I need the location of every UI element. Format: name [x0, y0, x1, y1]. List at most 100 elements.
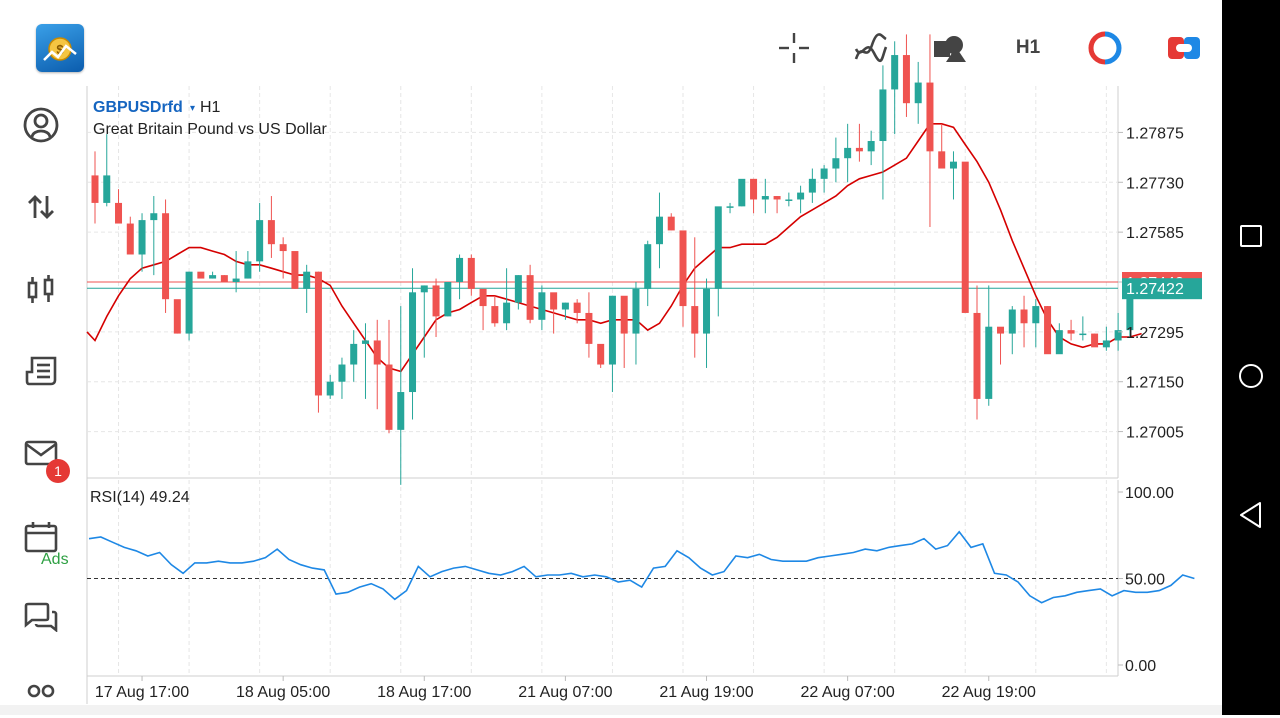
candle	[197, 271, 205, 279]
candle-body	[808, 178, 816, 193]
candle	[550, 292, 558, 334]
calendar-icon[interactable]	[20, 516, 62, 558]
candle-body	[1126, 285, 1134, 331]
candle	[1067, 319, 1075, 341]
candle	[173, 299, 181, 334]
candle-body	[926, 82, 934, 152]
candle-body	[879, 89, 887, 142]
candle-body	[997, 326, 1005, 334]
candle-body	[832, 158, 840, 169]
candle-body	[867, 141, 875, 152]
trade-arrows-icon[interactable]	[20, 186, 62, 228]
candle	[785, 192, 793, 207]
candle-body	[326, 381, 334, 396]
bottom-strip	[0, 705, 1222, 715]
trade-icon[interactable]	[1166, 30, 1202, 66]
candle	[138, 213, 146, 272]
symbol-name[interactable]: GBPUSDrfd	[93, 99, 183, 116]
candle	[879, 65, 887, 200]
chart-area[interactable]: 1.27875 1.27730 1.27585 1.27295 1.27150 1.270…	[0, 0, 1222, 705]
candle	[1055, 323, 1063, 355]
home-button[interactable]	[1231, 356, 1271, 396]
candle	[597, 343, 605, 368]
candle-body	[1044, 306, 1052, 355]
quotes-icon[interactable]	[20, 104, 62, 146]
candle-body	[1091, 333, 1099, 348]
metatrader-logo-icon[interactable]: $	[36, 24, 84, 72]
candle	[267, 196, 275, 258]
candle	[797, 185, 805, 214]
objects-icon[interactable]	[931, 30, 967, 66]
candle-body	[256, 220, 264, 262]
candle-body	[91, 175, 99, 203]
history-journal-icon[interactable]	[20, 350, 62, 392]
candle-body	[138, 220, 146, 255]
candle-body	[1102, 340, 1110, 348]
candle	[691, 237, 699, 358]
chat-icon[interactable]	[20, 596, 62, 638]
rsi-tick-label: 100.00	[1125, 485, 1174, 502]
current-price-label: 1.27422	[1126, 281, 1184, 298]
candle	[432, 278, 440, 338]
candle-body	[1032, 306, 1040, 324]
candle	[150, 196, 158, 276]
candle	[1008, 306, 1016, 355]
candle	[115, 189, 123, 224]
candle-body	[467, 257, 475, 289]
candle	[914, 61, 922, 124]
candle-body	[209, 275, 217, 279]
candle-body	[844, 147, 852, 159]
candle	[314, 271, 322, 413]
candle-body	[291, 251, 299, 289]
candle-body	[1079, 333, 1087, 336]
candle-body	[573, 302, 581, 313]
candle-body	[1055, 330, 1063, 355]
axis-layer: 1.27875 1.27730 1.27585 1.27295 1.27150 1.270…	[95, 125, 1202, 701]
candle-body	[397, 392, 405, 430]
recents-button[interactable]	[1231, 216, 1271, 256]
candle-body	[162, 213, 170, 300]
candle-body	[585, 312, 593, 344]
one-click-trading-icon[interactable]	[1087, 30, 1123, 66]
indicators-icon[interactable]	[853, 30, 889, 66]
candle	[761, 178, 769, 214]
crosshair-icon[interactable]	[776, 30, 812, 66]
candle	[397, 306, 405, 485]
candle	[961, 161, 969, 313]
top-toolbar: $ H1	[0, 0, 1222, 86]
timeframe-button[interactable]: H1	[1015, 37, 1041, 58]
candle-body	[538, 292, 546, 320]
candle	[1102, 326, 1110, 351]
candle-body	[350, 343, 358, 365]
candle	[491, 295, 499, 327]
candle-body	[891, 55, 899, 90]
candle	[1044, 306, 1052, 355]
candle	[538, 285, 546, 331]
candle	[456, 254, 464, 300]
rsi-tick-label: 0.00	[1125, 658, 1156, 675]
time-tick-label: 22 Aug 19:00	[942, 684, 1036, 701]
candle-body	[761, 196, 769, 200]
rsi-layer	[87, 530, 1195, 604]
candle	[573, 299, 581, 324]
candle	[279, 237, 287, 279]
chart-candles-icon[interactable]	[20, 269, 62, 311]
android-nav-bar	[1222, 0, 1280, 715]
symbol-dropdown-icon[interactable]: ▾	[190, 103, 195, 114]
time-tick-label: 22 Aug 07:00	[800, 684, 894, 701]
candle	[844, 123, 852, 183]
candle	[561, 302, 569, 320]
candle	[503, 268, 511, 331]
candle	[832, 137, 840, 183]
candle	[855, 123, 863, 162]
candle-body	[314, 271, 322, 396]
candle	[773, 196, 781, 214]
mail-icon[interactable]	[20, 433, 62, 475]
back-button[interactable]	[1231, 495, 1271, 535]
candle-body	[561, 302, 569, 310]
community-icon[interactable]	[20, 676, 62, 718]
candle-body	[456, 257, 464, 282]
candle	[667, 213, 675, 231]
candle	[256, 202, 264, 272]
candle	[1091, 333, 1099, 348]
